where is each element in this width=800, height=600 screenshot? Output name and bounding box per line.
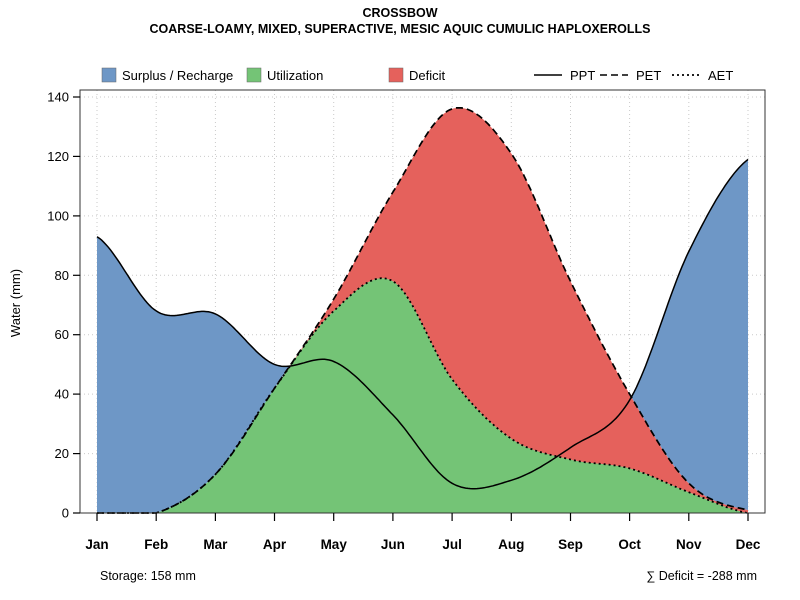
ppt-legend-label: PPT — [570, 68, 595, 83]
y-tick-label: 100 — [47, 208, 69, 223]
aet-legend-label: AET — [708, 68, 733, 83]
deficit-legend-label: Deficit — [409, 68, 446, 83]
ppt-line — [96, 158, 749, 490]
plot-border — [79, 89, 766, 514]
curves-layer — [96, 106, 749, 514]
legend: Surplus / Recharge Utilization Deficit P… — [101, 67, 733, 83]
deficit-legend-swatch — [388, 67, 404, 83]
utilization-legend-swatch — [246, 67, 262, 83]
surplus-area — [97, 107, 748, 514]
deficit-sum-annotation: ∑ Deficit = -288 mm — [646, 569, 757, 583]
x-tick-label: Sep — [558, 537, 583, 552]
y-tick-label: 40 — [55, 387, 69, 402]
deficit-area — [97, 107, 748, 514]
x-tick-label: Oct — [618, 537, 641, 552]
x-tick-label: Nov — [676, 537, 702, 552]
y-tick-label: 60 — [55, 327, 69, 342]
x-tick-label: Dec — [736, 537, 761, 552]
utilization-legend-label: Utilization — [267, 68, 323, 83]
x-tick-label: Jan — [85, 537, 108, 552]
y-tick-label: 0 — [62, 506, 69, 521]
y-tick-label: 20 — [55, 446, 69, 461]
y-axis-label: Water (mm) — [8, 269, 23, 337]
x-tick-label: Jul — [442, 537, 462, 552]
axes-layer: 0 20 40 60 80 100 120 140 Jan Feb Mar Apr May Jun Jul A… — [47, 89, 766, 552]
chart-title: CROSSBOW — [363, 6, 438, 20]
x-tick-label: Feb — [144, 537, 168, 552]
chart-subtitle: COARSE-LOAMY, MIXED, SUPERACTIVE, MESIC … — [150, 22, 651, 36]
x-tick-label: Jun — [381, 537, 405, 552]
x-tick-label: Aug — [498, 537, 524, 552]
storage-annotation: Storage: 158 mm — [100, 569, 196, 583]
x-tick-label: May — [321, 537, 348, 552]
pet-legend-label: PET — [636, 68, 661, 83]
y-tick-label: 80 — [55, 268, 69, 283]
surplus-legend-swatch — [101, 67, 117, 83]
surplus-legend-label: Surplus / Recharge — [122, 68, 233, 83]
x-tick-label: Mar — [203, 537, 228, 552]
y-tick-label: 120 — [47, 149, 69, 164]
area-fills-layer — [97, 107, 748, 514]
x-tick-label: Apr — [263, 537, 287, 552]
y-tick-label: 140 — [47, 90, 69, 105]
utilization-area — [97, 278, 748, 513]
aet-line — [97, 277, 749, 514]
